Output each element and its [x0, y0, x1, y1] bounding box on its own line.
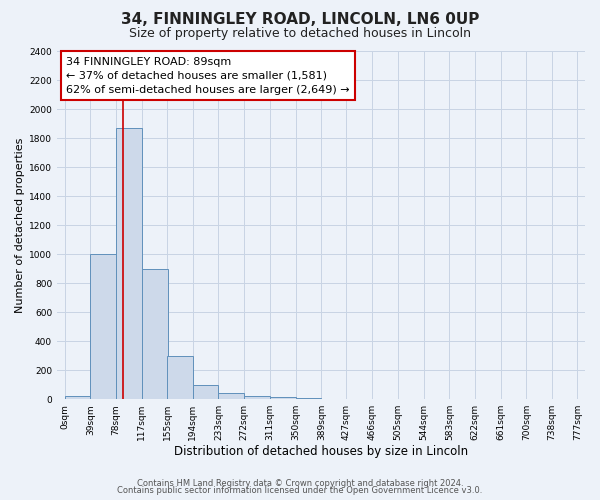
Text: Contains public sector information licensed under the Open Government Licence v3: Contains public sector information licen…	[118, 486, 482, 495]
Text: Size of property relative to detached houses in Lincoln: Size of property relative to detached ho…	[129, 28, 471, 40]
Bar	[116, 128, 142, 399]
Bar	[91, 254, 116, 399]
Bar	[142, 268, 167, 399]
Bar	[270, 397, 296, 399]
Text: Contains HM Land Registry data © Crown copyright and database right 2024.: Contains HM Land Registry data © Crown c…	[137, 478, 463, 488]
Y-axis label: Number of detached properties: Number of detached properties	[15, 138, 25, 312]
Bar	[193, 384, 218, 399]
Bar	[65, 396, 91, 399]
Bar	[167, 356, 193, 399]
Bar	[218, 392, 244, 399]
Text: 34 FINNINGLEY ROAD: 89sqm
← 37% of detached houses are smaller (1,581)
62% of se: 34 FINNINGLEY ROAD: 89sqm ← 37% of detac…	[66, 57, 350, 95]
Bar	[244, 396, 270, 399]
Bar	[296, 398, 322, 399]
X-axis label: Distribution of detached houses by size in Lincoln: Distribution of detached houses by size …	[174, 444, 468, 458]
Text: 34, FINNINGLEY ROAD, LINCOLN, LN6 0UP: 34, FINNINGLEY ROAD, LINCOLN, LN6 0UP	[121, 12, 479, 28]
